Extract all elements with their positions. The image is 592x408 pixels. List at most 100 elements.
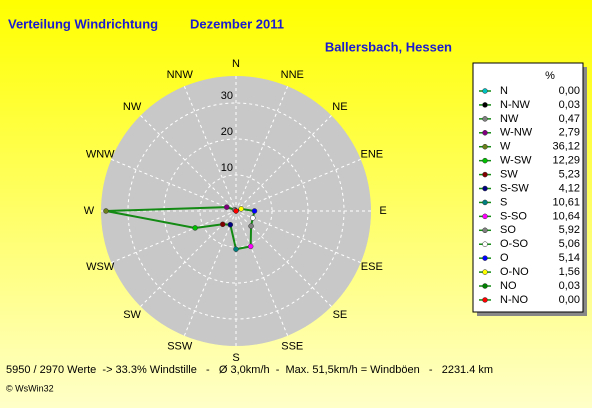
direction-label: E <box>379 205 386 217</box>
legend-value: 5,06 <box>559 238 580 250</box>
wind-point <box>233 208 239 214</box>
r-tick-label: 10 <box>221 162 233 174</box>
legend-marker <box>482 88 488 94</box>
chart-title: Verteilung Windrichtung <box>8 16 158 31</box>
legend-label: N-NW <box>500 99 531 111</box>
legend-value: 1,56 <box>559 266 580 278</box>
wind-point <box>251 208 258 214</box>
legend-marker <box>482 227 488 234</box>
legend-value: 5,23 <box>559 168 580 180</box>
wind-point <box>248 223 254 229</box>
wind-line <box>105 206 256 251</box>
direction-label: SW <box>123 309 141 321</box>
legend-value: 0,00 <box>559 294 580 306</box>
legend-marker <box>482 255 488 261</box>
legend-label: W <box>500 141 511 153</box>
legend-value: 5,14 <box>559 252 580 264</box>
spoke <box>140 210 237 307</box>
legend-value: 10,61 <box>552 196 580 208</box>
legend-marker <box>482 213 488 220</box>
legend-value: 2,79 <box>559 127 580 139</box>
legend-marker <box>482 143 488 150</box>
legend-marker <box>482 241 488 247</box>
legend-value: 5,92 <box>559 224 580 236</box>
direction-label: NW <box>123 101 142 113</box>
legend-marker <box>482 297 488 303</box>
location: Ballersbach, Hessen <box>325 39 452 54</box>
legend-value: 36,12 <box>552 141 580 153</box>
grid-ring <box>163 138 309 284</box>
r-tick-label: 20 <box>221 126 233 138</box>
copyright: © WsWin32 <box>6 383 54 393</box>
chart-period: Dezember 2011 <box>190 16 284 31</box>
spoke <box>235 210 289 336</box>
wind-point <box>247 243 254 250</box>
legend-marker <box>482 199 488 206</box>
legend-marker <box>482 130 488 136</box>
legend-label: S <box>500 196 507 208</box>
spoke <box>140 115 237 212</box>
legend-label: N <box>500 85 508 97</box>
direction-label: N <box>232 58 240 70</box>
spoke <box>235 158 361 212</box>
r-tick-label: 30 <box>221 90 233 102</box>
legend-box <box>472 62 584 313</box>
legend-marker <box>482 185 488 192</box>
legend-marker <box>482 102 488 108</box>
spoke <box>111 210 237 264</box>
legend-value: 0,47 <box>559 113 580 125</box>
direction-label: SSE <box>281 341 303 353</box>
spoke <box>235 210 332 307</box>
direction-label: S <box>232 352 239 364</box>
direction-label: WNW <box>86 149 115 161</box>
wind-point <box>233 246 239 252</box>
direction-label: SSW <box>167 341 193 353</box>
spoke <box>183 86 237 212</box>
legend-marker <box>482 283 488 289</box>
legend-marker <box>482 157 488 164</box>
wind-point <box>103 208 109 214</box>
legend-label: W-NW <box>500 127 533 139</box>
wind-point <box>219 221 226 228</box>
direction-label: W <box>84 205 95 217</box>
legend-value: 0,03 <box>559 99 580 111</box>
wind-point <box>250 215 256 221</box>
wind-point <box>223 204 230 210</box>
wind-point <box>238 206 244 212</box>
direction-label: ESE <box>361 261 383 273</box>
legend-value: 4,12 <box>559 182 580 194</box>
legend-label: O-NO <box>500 266 529 278</box>
legend-label: S-SO <box>500 210 527 222</box>
legend-label: N-NO <box>500 294 529 306</box>
spoke <box>235 86 289 212</box>
wind-point <box>192 225 198 231</box>
legend-marker <box>482 269 488 275</box>
legend-label: NO <box>500 280 517 292</box>
legend-value: 12,29 <box>552 155 580 167</box>
legend-value: 10,64 <box>552 210 580 222</box>
legend-label: O <box>500 252 509 264</box>
legend-label: SW <box>500 168 518 180</box>
legend-marker <box>482 116 488 122</box>
footer: 5950 / 2970 Werte -> 33.3% Windstille - … <box>6 364 493 376</box>
legend-label: O-SO <box>500 238 529 250</box>
legend-label: S-SW <box>500 182 529 194</box>
legend-label: W-SW <box>500 155 532 167</box>
wind-point <box>227 221 234 228</box>
legend-value: 0,03 <box>559 280 580 292</box>
legend-label: NW <box>500 113 519 125</box>
direction-label: WSW <box>86 261 115 273</box>
legend-marker <box>482 171 488 178</box>
spoke <box>235 115 332 212</box>
direction-label: SE <box>333 309 348 321</box>
spoke <box>111 158 237 212</box>
direction-label: ENE <box>360 149 383 161</box>
direction-label: NNW <box>167 69 194 81</box>
direction-label: NE <box>332 101 347 113</box>
spoke <box>183 210 237 336</box>
spoke <box>235 210 361 264</box>
direction-label: NNE <box>281 69 304 81</box>
legend-label: SO <box>500 224 516 236</box>
legend-title: % <box>545 70 555 82</box>
